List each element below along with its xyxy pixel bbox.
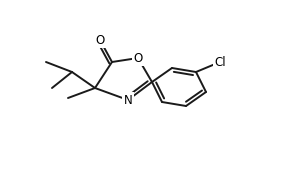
Text: Cl: Cl — [214, 56, 226, 69]
Text: N: N — [124, 93, 132, 106]
Text: O: O — [95, 33, 105, 46]
Text: O: O — [133, 51, 143, 64]
